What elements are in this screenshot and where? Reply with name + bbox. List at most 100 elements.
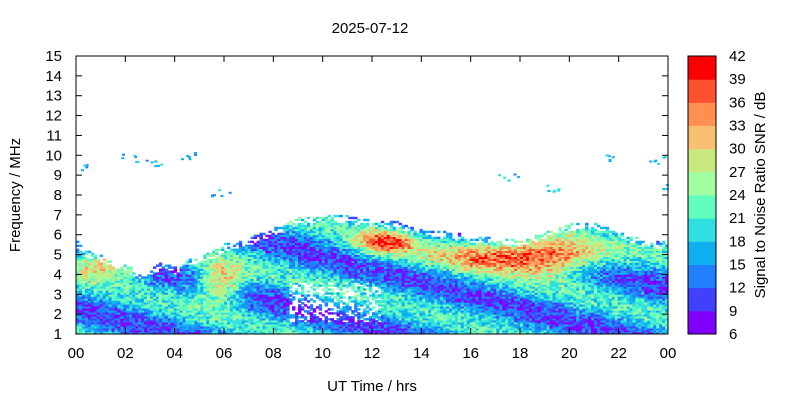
heatmap-cell — [318, 266, 323, 269]
heatmap-cell — [348, 260, 352, 263]
heatmap-cell — [380, 280, 385, 283]
heatmap-cell — [321, 216, 326, 220]
heatmap-cell — [215, 276, 219, 279]
heatmap-cell — [345, 278, 349, 281]
heatmap-cell — [227, 264, 231, 267]
heatmap-cell — [153, 302, 157, 305]
heatmap-cell — [218, 274, 222, 277]
heatmap-cell — [268, 304, 272, 307]
heatmap-cell — [87, 280, 92, 283]
heatmap-cell — [212, 300, 216, 303]
heatmap-cell — [170, 292, 175, 295]
heatmap-cell — [256, 296, 260, 299]
heatmap-cell — [383, 244, 388, 247]
heatmap-cell — [315, 278, 320, 281]
heatmap-cell — [303, 260, 308, 263]
heatmap-cell — [87, 288, 92, 291]
heatmap-cell — [395, 284, 400, 287]
heatmap-cell — [212, 312, 216, 315]
heatmap-cell — [280, 294, 284, 297]
heatmap-cell — [315, 280, 320, 283]
heatmap-cell — [120, 308, 124, 311]
heatmap-cell — [277, 312, 281, 315]
heatmap-cell — [244, 282, 249, 285]
heatmap-cell — [339, 240, 343, 244]
heatmap-cell — [232, 310, 237, 313]
heatmap-cell — [155, 304, 160, 307]
heatmap-cell — [235, 270, 240, 273]
heatmap-cell — [132, 282, 136, 285]
heatmap-cell — [135, 298, 139, 301]
heatmap-cell — [250, 282, 254, 285]
heatmap-cell — [354, 230, 358, 234]
heatmap-cell — [108, 284, 112, 287]
heatmap-cell — [212, 320, 216, 323]
heatmap-cell — [380, 320, 385, 323]
heatmap-cell — [298, 298, 302, 301]
heatmap-cell — [286, 282, 290, 285]
heatmap-cell — [93, 264, 98, 267]
heatmap-cell — [292, 316, 296, 319]
heatmap-cell — [286, 230, 290, 234]
heatmap-cell — [241, 316, 246, 319]
heatmap-cell — [262, 328, 266, 331]
heatmap-cell — [197, 308, 201, 311]
heatmap-cell — [224, 328, 228, 331]
heatmap-cell — [404, 314, 408, 317]
heatmap-cell — [250, 316, 254, 319]
heatmap-cell — [330, 232, 334, 236]
heatmap-cell — [93, 274, 98, 277]
heatmap-cell — [386, 254, 391, 257]
heatmap-cell — [135, 292, 139, 295]
heatmap-cell — [301, 272, 305, 275]
heatmap-cell — [229, 262, 234, 265]
heatmap-cell — [253, 300, 257, 303]
heatmap-cell — [292, 226, 296, 230]
heatmap-cell — [303, 296, 308, 299]
heatmap-cell — [79, 328, 83, 331]
heatmap-cell — [309, 250, 314, 253]
heatmap-cell — [185, 324, 189, 327]
heatmap-cell — [301, 218, 305, 222]
heatmap-cell — [351, 228, 355, 232]
heatmap-cell — [298, 256, 302, 259]
heatmap-cell — [363, 310, 367, 313]
heatmap-cell — [79, 280, 83, 283]
heatmap-cell — [147, 278, 151, 281]
heatmap-cell — [218, 324, 222, 327]
heatmap-cell — [235, 316, 240, 319]
heatmap-cell — [271, 320, 275, 323]
heatmap-cell — [330, 300, 334, 303]
heatmap-cell — [87, 326, 92, 329]
heatmap-cell — [256, 254, 260, 257]
heatmap-cell — [298, 228, 302, 232]
heatmap-cell — [102, 262, 106, 265]
heatmap-cell — [221, 294, 225, 297]
heatmap-cell — [126, 322, 130, 325]
heatmap-cell — [309, 258, 314, 261]
heatmap-cell — [286, 286, 290, 289]
heatmap-cell — [413, 304, 417, 307]
heatmap-cell — [410, 306, 414, 309]
heatmap-cell — [185, 288, 189, 291]
heatmap-cell — [265, 252, 269, 255]
heatmap-cell — [271, 280, 275, 283]
heatmap-cell — [339, 232, 343, 236]
heatmap-cell — [114, 294, 118, 297]
heatmap-cell — [144, 296, 148, 299]
heatmap-cell — [90, 260, 95, 263]
heatmap-cell — [413, 298, 417, 301]
heatmap-cell — [324, 300, 328, 303]
heatmap-cell — [161, 304, 166, 307]
heatmap-cell — [235, 310, 240, 313]
heatmap-cell — [401, 322, 405, 325]
heatmap-cell — [380, 284, 385, 287]
heatmap-cell — [309, 322, 314, 325]
heatmap-cell — [138, 290, 142, 293]
heatmap-cell — [212, 306, 216, 309]
heatmap-cell — [392, 332, 397, 335]
heatmap-cell — [244, 296, 249, 299]
heatmap-cell — [155, 274, 160, 277]
heatmap-cell — [324, 302, 328, 305]
heatmap-cell — [298, 308, 302, 311]
